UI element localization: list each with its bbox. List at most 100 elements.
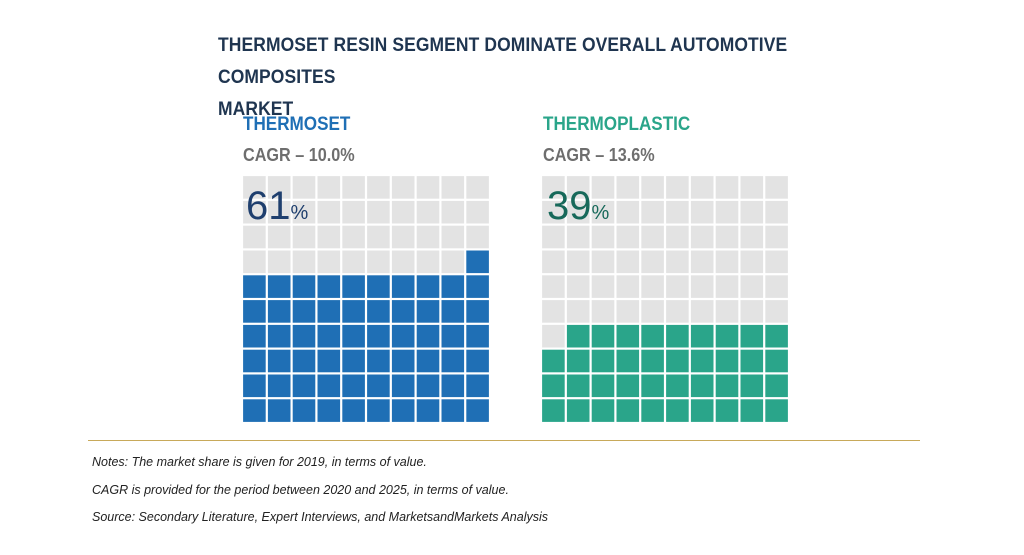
waffle-cell-filled [243, 374, 266, 398]
waffle-cell-empty [416, 176, 440, 199]
thermoset-cagr: CAGR – 10.0% [243, 145, 355, 165]
waffle-cell-filled [616, 349, 640, 373]
waffle-cell-filled [441, 300, 465, 323]
waffle-cell-filled [690, 374, 714, 398]
waffle-cell-empty [317, 200, 341, 224]
waffle-cell-empty [666, 225, 689, 249]
waffle-cell-filled [566, 374, 590, 398]
waffle-cell-filled [292, 374, 316, 398]
waffle-cell-filled [641, 324, 664, 348]
waffle-cell-empty [267, 250, 291, 274]
waffle-cell-empty [317, 176, 341, 199]
waffle-cell-filled [243, 275, 266, 298]
waffle-cell-empty [591, 300, 615, 323]
waffle-cell-empty [391, 176, 415, 199]
waffle-cell-empty [616, 200, 640, 224]
waffle-cell-filled [715, 374, 739, 398]
waffle-cell-empty [243, 200, 266, 224]
waffle-cell-empty [243, 250, 266, 274]
waffle-cell-filled [566, 324, 590, 348]
waffle-cell-filled [666, 349, 689, 373]
waffle-cell-filled [466, 250, 489, 274]
waffle-cell-empty [292, 250, 316, 274]
waffle-cell-filled [616, 324, 640, 348]
waffle-cell-empty [391, 250, 415, 274]
waffle-cell-filled [542, 349, 565, 373]
waffle-cell-empty [715, 250, 739, 274]
waffle-cell-filled [641, 349, 664, 373]
waffle-cell-empty [690, 176, 714, 199]
waffle-cell-empty [367, 200, 390, 224]
chart-title: THERMOSET RESIN SEGMENT DOMINATE OVERALL… [218, 30, 880, 126]
waffle-cell-filled [391, 374, 415, 398]
waffle-cell-empty [690, 200, 714, 224]
waffle-cell-filled [466, 399, 489, 422]
waffle-cell-filled [292, 399, 316, 422]
waffle-cell-empty [542, 225, 565, 249]
waffle-cell-empty [542, 300, 565, 323]
waffle-cell-empty [690, 225, 714, 249]
waffle-cell-filled [666, 374, 689, 398]
waffle-cell-empty [616, 275, 640, 298]
waffle-cell-empty [342, 176, 365, 199]
waffle-cell-empty [292, 176, 316, 199]
waffle-cell-filled [466, 300, 489, 323]
waffle-cell-filled [317, 374, 341, 398]
waffle-cell-filled [243, 349, 266, 373]
waffle-cell-empty [666, 250, 689, 274]
note-market-share: Notes: The market share is given for 201… [92, 455, 427, 469]
waffle-cell-empty [740, 275, 764, 298]
waffle-cell-empty [591, 176, 615, 199]
waffle-cell-empty [342, 200, 365, 224]
waffle-cell-filled [342, 399, 365, 422]
waffle-cell-empty [566, 225, 590, 249]
thermoset-label: THERMOSET [243, 114, 351, 135]
waffle-cell-empty [441, 176, 465, 199]
waffle-cell-filled [317, 300, 341, 323]
waffle-cell-filled [715, 324, 739, 348]
waffle-cell-empty [765, 200, 788, 224]
waffle-cell-filled [391, 300, 415, 323]
waffle-cell-filled [740, 349, 764, 373]
thermoset-share-number: 61 [246, 184, 291, 228]
waffle-cell-empty [542, 200, 565, 224]
waffle-cell-empty [542, 275, 565, 298]
waffle-cell-empty [690, 250, 714, 274]
waffle-cell-filled [666, 399, 689, 422]
waffle-cell-empty [542, 176, 565, 199]
thermoset-waffle [243, 176, 489, 422]
waffle-cell-filled [267, 374, 291, 398]
thermoplastic-waffle [542, 176, 788, 422]
waffle-cell-empty [267, 200, 291, 224]
thermoplastic-share-value: 39% [547, 186, 609, 233]
waffle-cell-empty [715, 225, 739, 249]
waffle-cell-empty [441, 250, 465, 274]
waffle-cell-empty [466, 225, 489, 249]
waffle-cell-filled [416, 324, 440, 348]
waffle-cell-empty [292, 225, 316, 249]
waffle-cell-empty [715, 300, 739, 323]
waffle-cell-filled [416, 374, 440, 398]
waffle-cell-filled [416, 399, 440, 422]
waffle-cell-empty [441, 225, 465, 249]
waffle-cell-filled [641, 374, 664, 398]
thermoplastic-share-unit: % [591, 202, 610, 224]
waffle-cell-filled [566, 399, 590, 422]
waffle-cell-empty [591, 250, 615, 274]
waffle-cell-empty [591, 200, 615, 224]
waffle-cell-empty [367, 176, 390, 199]
waffle-cell-filled [641, 399, 664, 422]
waffle-cell-filled [441, 399, 465, 422]
waffle-cell-filled [542, 399, 565, 422]
waffle-cell-empty [740, 200, 764, 224]
waffle-cell-empty [342, 250, 365, 274]
waffle-cell-filled [666, 324, 689, 348]
waffle-cell-empty [715, 176, 739, 199]
waffle-cell-filled [243, 399, 266, 422]
waffle-cell-empty [666, 275, 689, 298]
waffle-cell-filled [466, 275, 489, 298]
waffle-cell-empty [765, 225, 788, 249]
waffle-cell-empty [641, 225, 664, 249]
waffle-cell-filled [441, 275, 465, 298]
waffle-cell-filled [765, 374, 788, 398]
